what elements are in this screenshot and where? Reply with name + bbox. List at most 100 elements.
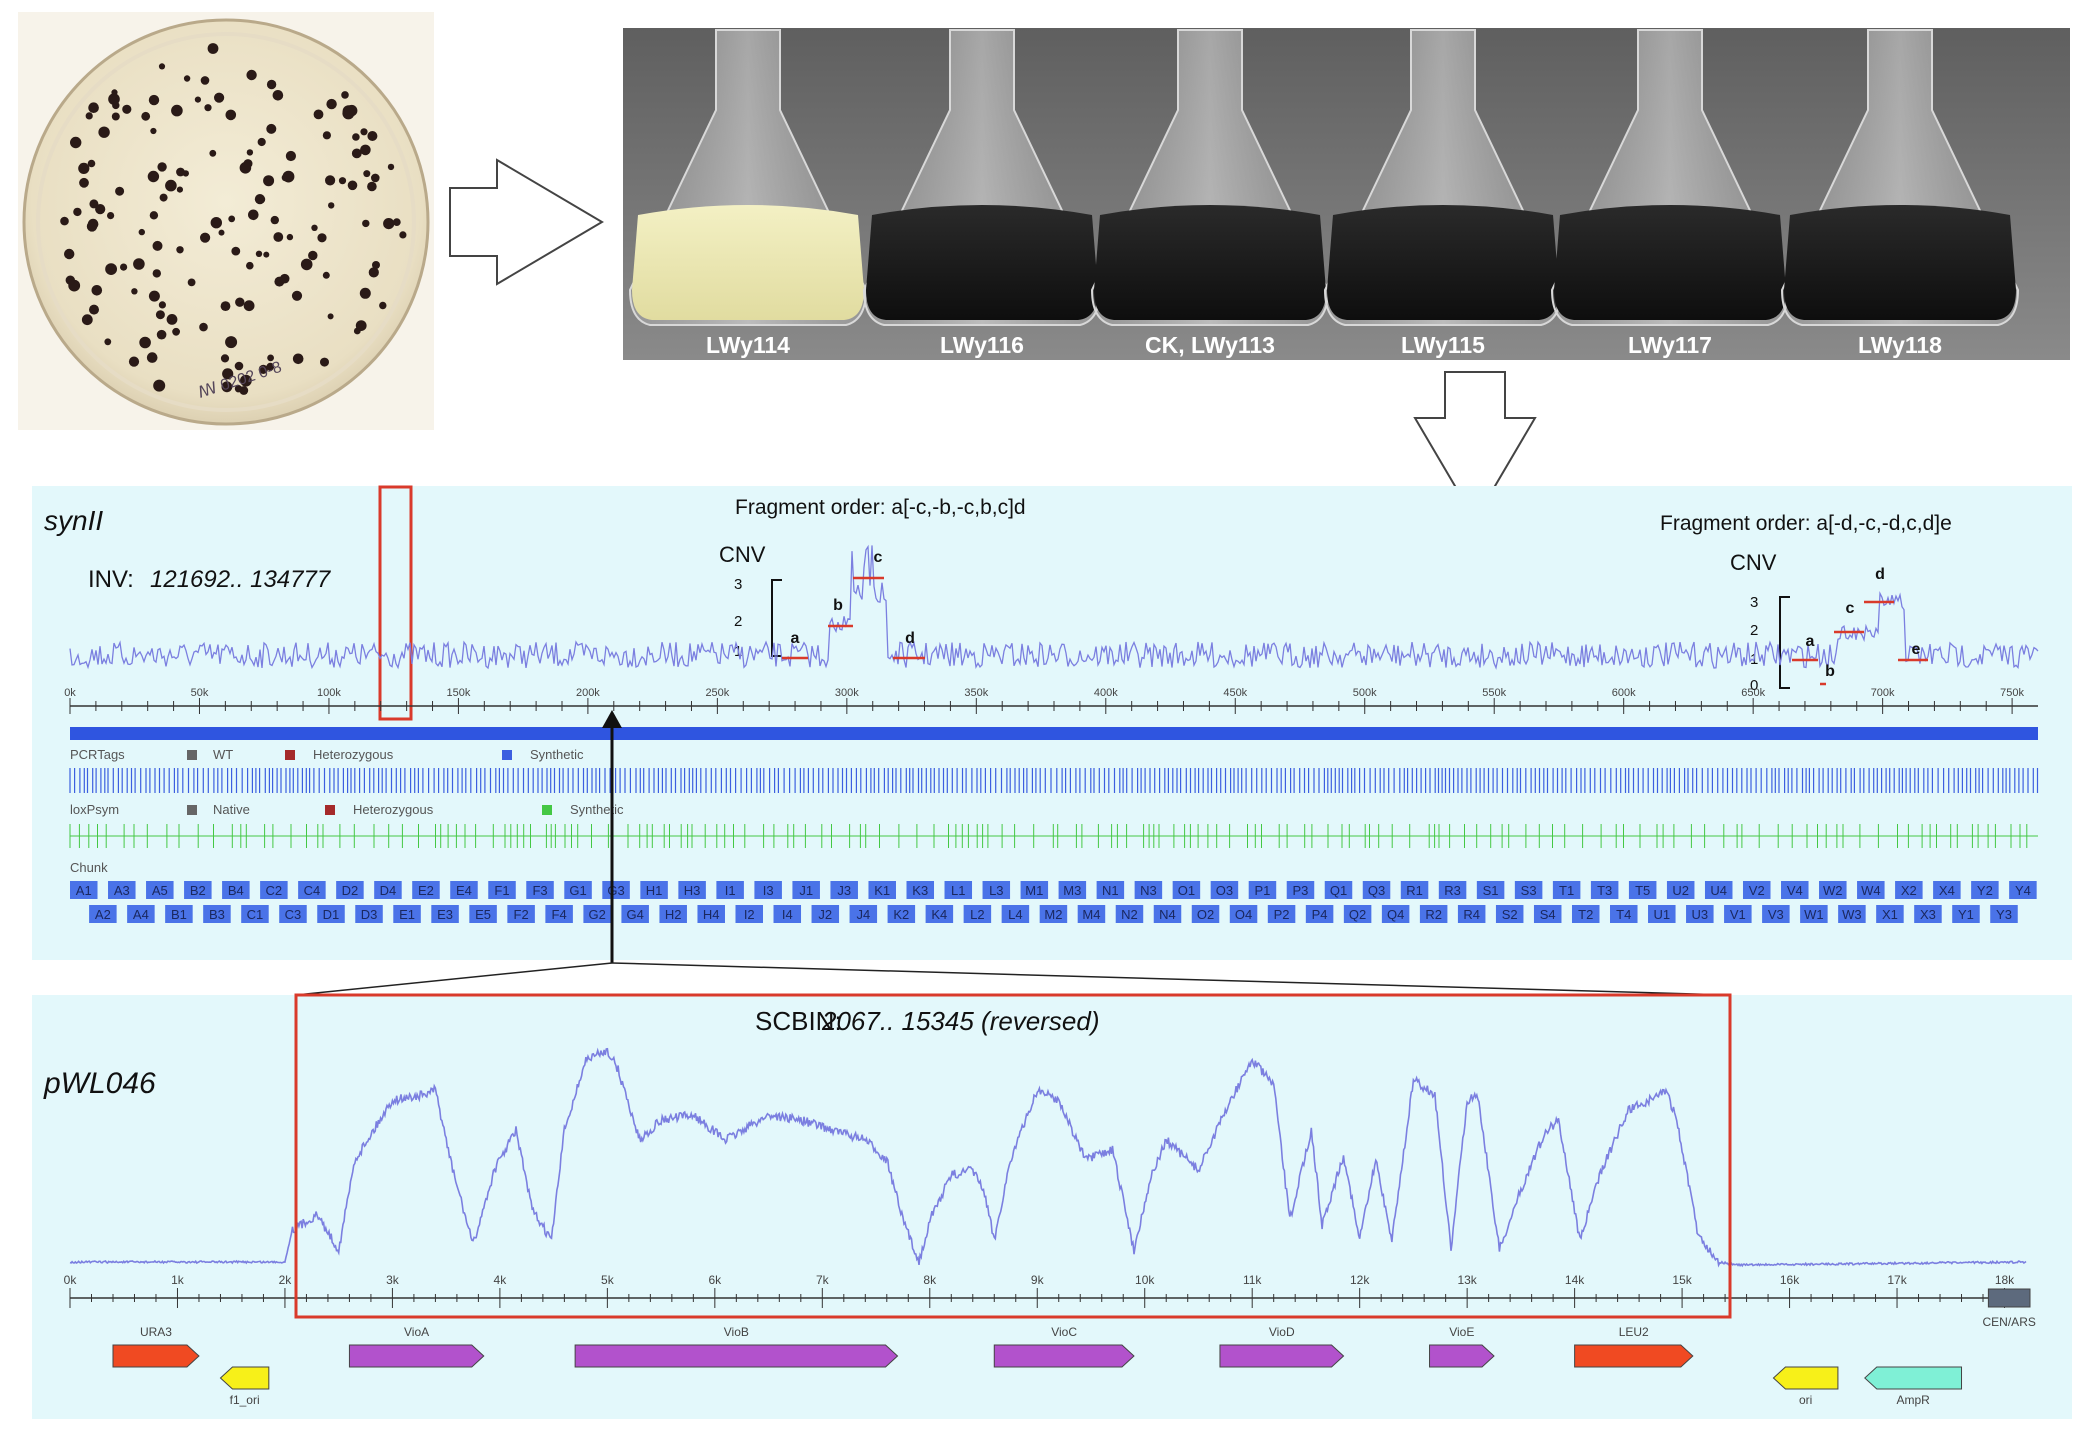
chunk-label: P3 xyxy=(1293,883,1309,898)
feature-label: VioD xyxy=(1269,1325,1295,1339)
chunk-label: Q3 xyxy=(1368,883,1385,898)
flask-label: LWy117 xyxy=(1628,332,1712,358)
chunk-box xyxy=(1305,905,1334,923)
chunk-label: K1 xyxy=(874,883,890,898)
chunk-label: V4 xyxy=(1787,883,1803,898)
chunk-label: O1 xyxy=(1178,883,1195,898)
colony xyxy=(240,374,252,387)
colony xyxy=(322,271,330,279)
chunk-label: C2 xyxy=(266,883,283,898)
colony xyxy=(286,233,294,241)
colony xyxy=(222,368,234,380)
chunk-label: B1 xyxy=(171,907,187,922)
chunk-label: E4 xyxy=(456,883,472,898)
chunk-label: V3 xyxy=(1768,907,1784,922)
chunk-box xyxy=(1781,881,1809,899)
flask-culture xyxy=(866,205,1098,320)
colony xyxy=(320,357,329,367)
lox-het-label: Heterozygous xyxy=(353,802,434,817)
chunk-label: R2 xyxy=(1425,907,1442,922)
colony xyxy=(104,338,112,346)
colony xyxy=(158,63,166,70)
chunk-label: V2 xyxy=(1749,883,1765,898)
colony xyxy=(225,336,238,349)
flask-culture xyxy=(1554,205,1786,320)
colony xyxy=(338,177,347,185)
chunk-box xyxy=(488,881,516,899)
flask-label: CK, LWy113 xyxy=(1145,332,1275,358)
chunk-box xyxy=(1191,905,1220,923)
colony xyxy=(148,94,160,106)
colony xyxy=(60,216,69,226)
cnv-label-2: CNV xyxy=(1730,550,1777,575)
chunk-label: J1 xyxy=(799,883,813,898)
colony xyxy=(328,202,335,209)
colony xyxy=(362,219,370,228)
chunk-label: D4 xyxy=(380,883,397,898)
chunk-label: M2 xyxy=(1044,907,1062,922)
chunk-label: X3 xyxy=(1920,907,1936,922)
synII-axis-label: 250k xyxy=(705,687,729,699)
chunk-box xyxy=(982,881,1011,899)
chunk-box xyxy=(1933,881,1961,899)
feature-arrow xyxy=(348,1344,485,1368)
chunk-label: B2 xyxy=(190,883,206,898)
flask-culture xyxy=(1094,205,1326,320)
chunk-box xyxy=(222,881,250,899)
synII-axis-label: 0k xyxy=(64,687,76,699)
colony xyxy=(105,263,117,275)
arrow-down-icon xyxy=(1413,371,1537,522)
chunk-box xyxy=(1800,905,1828,923)
chunk-box xyxy=(1324,881,1353,899)
flask-label: LWy115 xyxy=(1401,332,1485,358)
colony xyxy=(308,250,318,261)
chunk-label: B3 xyxy=(209,907,225,922)
colony xyxy=(133,258,145,270)
synII-axis-label: 600k xyxy=(1612,687,1636,699)
chunk-label: B4 xyxy=(228,883,244,898)
feature-track: URA3 f1_ori VioA VioB VioC VioD VioE LEU2 ori Amp… xyxy=(112,1288,2036,1407)
chunk-box xyxy=(1838,905,1866,923)
lox-native-label: Native xyxy=(213,802,250,817)
chunk-label: O3 xyxy=(1216,883,1233,898)
colony xyxy=(265,175,274,184)
colony xyxy=(367,181,377,192)
colony xyxy=(266,123,277,134)
cnv-segment-label: a xyxy=(1806,633,1815,650)
chunk-box xyxy=(678,881,706,899)
colony xyxy=(65,275,76,285)
flask-culture xyxy=(1327,205,1559,320)
chunk-box xyxy=(1571,905,1600,923)
colony xyxy=(150,127,157,135)
chunk-box xyxy=(1248,881,1277,899)
colony xyxy=(248,209,259,221)
colony xyxy=(87,159,96,168)
chunk-box xyxy=(70,881,98,899)
colony xyxy=(246,149,254,156)
chunk-box xyxy=(602,881,630,899)
chunk-box xyxy=(1153,905,1182,923)
colony xyxy=(326,98,337,110)
chunk-label: S1 xyxy=(1483,883,1499,898)
lox-native-swatch xyxy=(187,805,197,815)
chunk-label: S2 xyxy=(1502,907,1518,922)
chunk-box xyxy=(165,905,193,923)
colony xyxy=(392,218,401,227)
synII-axis-label: 750k xyxy=(2000,687,2024,699)
chunk-label: Q1 xyxy=(1330,883,1347,898)
colony xyxy=(107,212,115,220)
chunk-box xyxy=(1039,905,1068,923)
cnv-segment-label: b xyxy=(833,597,843,614)
colony xyxy=(81,314,93,326)
colony xyxy=(165,179,177,192)
pWL046-axis-label: 4k xyxy=(494,1273,508,1287)
chunk-label: L2 xyxy=(970,907,984,922)
chunk-box xyxy=(944,881,973,899)
chunk-label: U4 xyxy=(1710,883,1727,898)
chunk-box xyxy=(203,905,231,923)
chunk-box xyxy=(336,881,364,899)
colony xyxy=(131,288,138,295)
chunk-box xyxy=(89,905,117,923)
colony xyxy=(95,204,106,215)
